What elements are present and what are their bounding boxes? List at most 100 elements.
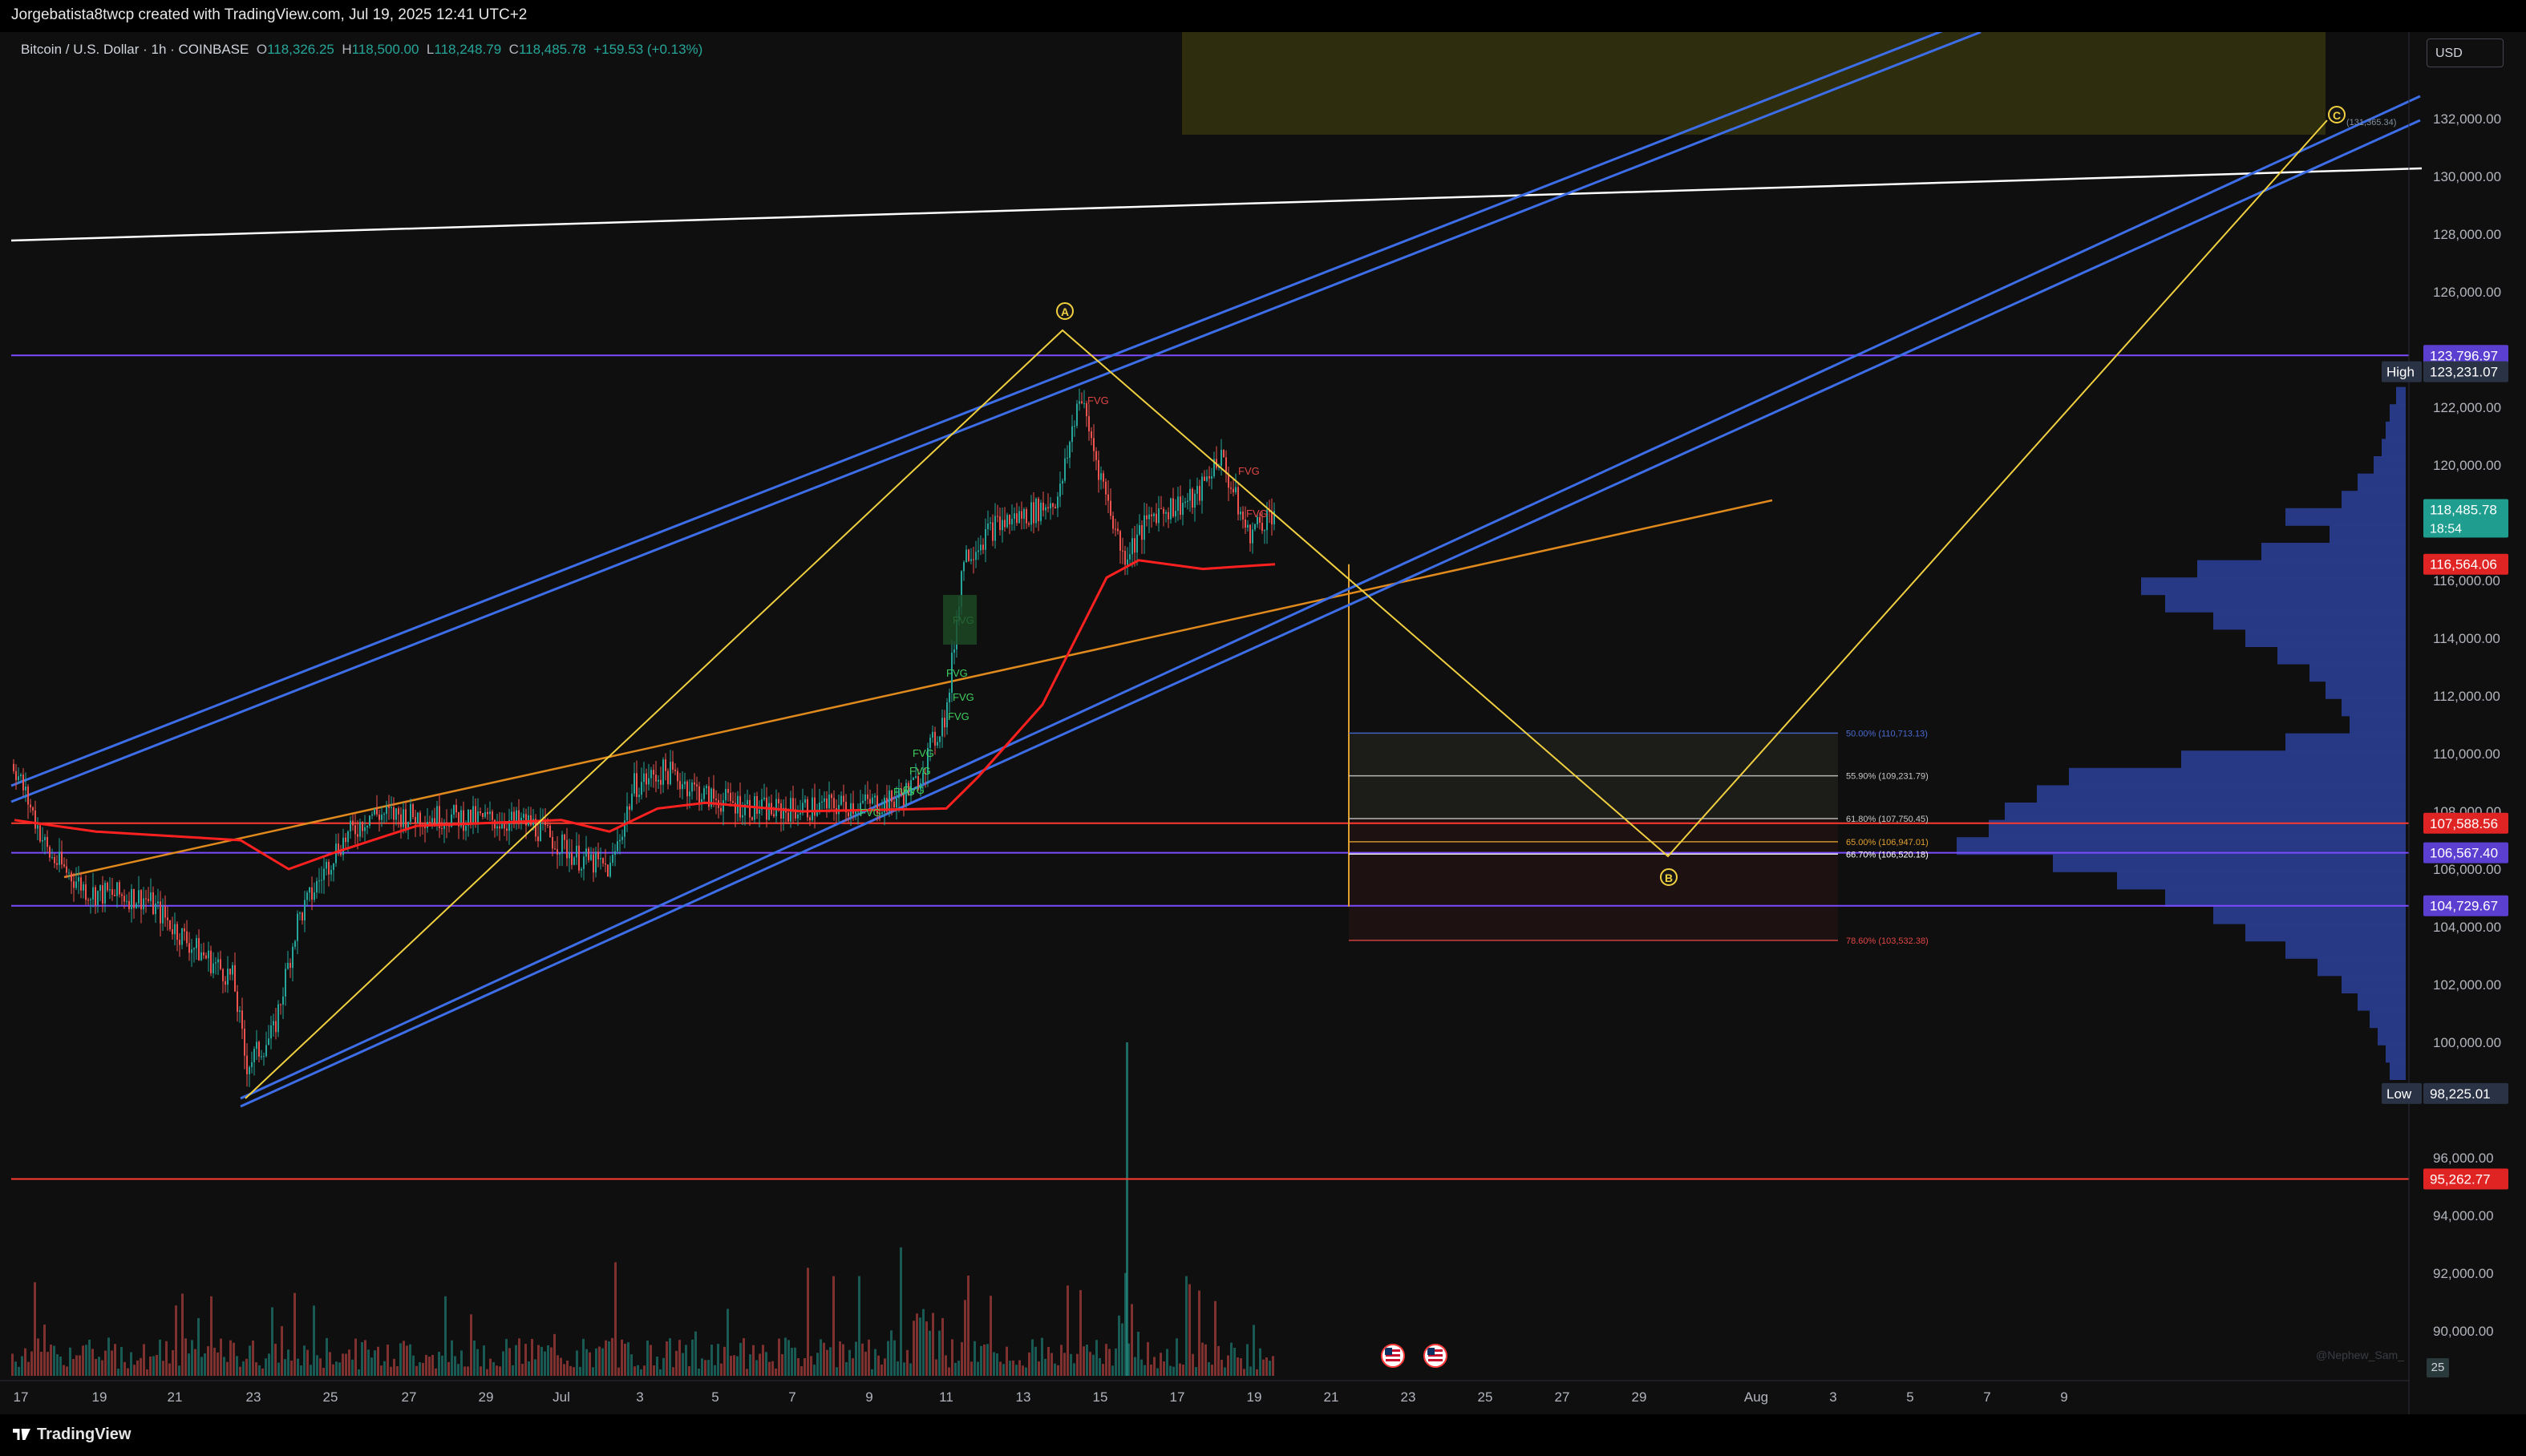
candle-body — [797, 814, 799, 819]
candle-body — [725, 789, 727, 801]
volume-bar — [868, 1339, 870, 1376]
volume-bar — [40, 1351, 43, 1376]
candle-body — [277, 1004, 279, 1033]
candle-body — [869, 799, 871, 804]
volume-bar — [797, 1358, 799, 1376]
volume-bar — [1243, 1369, 1245, 1376]
volume-bar — [21, 1356, 23, 1376]
candle-body — [1237, 487, 1239, 515]
symbol-title[interactable]: Bitcoin / U.S. Dollar · 1h · COINBASE — [21, 42, 249, 57]
volume-bar — [1111, 1365, 1114, 1376]
candle-body — [650, 770, 652, 779]
volume-bar — [1176, 1338, 1178, 1376]
candle-body — [1098, 459, 1099, 480]
candle-body — [831, 794, 832, 799]
us-flag-event-icon[interactable] — [1423, 1344, 1447, 1368]
candle-body — [123, 896, 125, 902]
candle-body — [816, 812, 818, 816]
candle-body — [910, 779, 912, 796]
currency-button[interactable]: USD — [2427, 38, 2504, 67]
candle-body — [1079, 401, 1080, 404]
candle-body — [1100, 473, 1102, 480]
candle-body — [1052, 503, 1054, 508]
volume-bar — [534, 1359, 536, 1376]
candle-body — [1153, 513, 1155, 516]
candle-body — [1107, 494, 1109, 501]
volume-bar — [140, 1357, 142, 1376]
candle-body — [133, 888, 135, 908]
candle-body — [684, 781, 686, 785]
candle-body — [499, 826, 500, 829]
volume-profile-bar — [2053, 854, 2406, 872]
volume-bar — [573, 1367, 575, 1376]
candle-body — [763, 797, 765, 799]
volume-bar — [710, 1345, 713, 1376]
volume-bar — [512, 1365, 514, 1376]
candle-body — [978, 550, 979, 552]
volume-bar — [412, 1355, 415, 1376]
price-chart[interactable]: A B C (131,365.34) 50.00% (110,713.13) 55.90… — [0, 32, 2526, 1424]
tradingview-logo[interactable]: TradingView — [13, 1426, 131, 1444]
candle-body — [876, 795, 878, 814]
wave-marker-c — [2328, 106, 2346, 123]
volume-bar — [659, 1369, 662, 1376]
volume-bar — [986, 1344, 989, 1376]
volume-bar — [880, 1364, 883, 1376]
candle-body — [1187, 500, 1188, 502]
candle-body — [111, 889, 113, 896]
candle-body — [1242, 511, 1244, 520]
volume-bar — [486, 1369, 488, 1376]
candle-body — [263, 1056, 265, 1058]
volume-profile-bar — [2342, 698, 2406, 717]
candle-body — [1086, 402, 1087, 417]
candle-body — [241, 1010, 243, 1029]
candle-body — [564, 834, 565, 840]
candle-body — [985, 528, 986, 550]
white-trendline — [10, 167, 2423, 242]
candle-body — [27, 787, 29, 805]
candle-body — [1160, 508, 1162, 510]
candle-body — [1026, 509, 1027, 524]
price-badge — [2423, 1168, 2508, 1190]
candle-body — [571, 852, 573, 865]
close-label: C — [508, 42, 519, 57]
volume-bar — [1201, 1342, 1204, 1376]
volume-bar — [1211, 1365, 1213, 1376]
volume-bar — [370, 1357, 373, 1376]
volume-bar — [634, 1366, 636, 1376]
candle-body — [511, 811, 512, 820]
volume-bar — [662, 1357, 665, 1376]
volume-bar — [162, 1361, 164, 1376]
candle-body — [1095, 451, 1097, 460]
volume-bar — [470, 1314, 472, 1376]
us-flag-event-icon[interactable] — [1381, 1344, 1405, 1368]
time-tick: 5 — [711, 1389, 719, 1405]
timezone-button[interactable]: 25 — [2427, 1358, 2449, 1377]
high-value: 118,500.00 — [351, 42, 419, 57]
volume-bar — [909, 1363, 912, 1376]
candle-body — [621, 836, 623, 840]
price-badge-tag-bg — [2382, 1082, 2422, 1104]
candle-body — [569, 852, 570, 859]
time-tick: 15 — [1093, 1389, 1108, 1405]
candle-body — [1021, 511, 1022, 520]
volume-bar — [1105, 1344, 1107, 1376]
volume-bar — [723, 1346, 726, 1376]
price-badge — [2423, 842, 2508, 863]
volume-bar — [768, 1361, 771, 1376]
volume-bar — [749, 1354, 751, 1376]
volume-bar — [1009, 1361, 1011, 1376]
candle-body — [480, 811, 481, 814]
volume-bars — [11, 1042, 1274, 1376]
candle-body — [66, 866, 67, 873]
volume-bar — [1224, 1367, 1226, 1376]
candle-body — [1165, 512, 1167, 514]
volume-bar — [791, 1348, 793, 1376]
candle-body — [727, 789, 729, 793]
candle-body — [862, 800, 864, 803]
candle-body — [1035, 498, 1037, 524]
volume-bar — [207, 1346, 209, 1376]
volume-bar — [345, 1353, 347, 1376]
candle-body — [417, 812, 419, 824]
volume-bar — [1031, 1339, 1034, 1376]
